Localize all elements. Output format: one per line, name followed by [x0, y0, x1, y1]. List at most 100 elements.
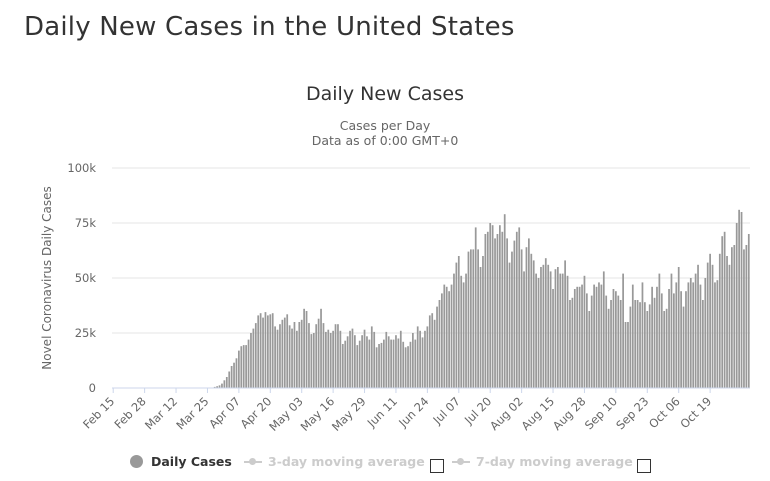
bar[interactable]	[697, 264, 699, 388]
bar[interactable]	[356, 345, 359, 388]
bar[interactable]	[578, 286, 581, 388]
bar[interactable]	[573, 289, 576, 388]
bar[interactable]	[537, 278, 540, 388]
bar[interactable]	[339, 330, 342, 388]
bar[interactable]	[310, 334, 313, 388]
bar[interactable]	[416, 326, 419, 388]
bar[interactable]	[627, 322, 629, 388]
bar[interactable]	[320, 308, 322, 388]
bar[interactable]	[663, 311, 666, 388]
bar[interactable]	[499, 225, 501, 388]
bar[interactable]	[349, 330, 351, 388]
bar[interactable]	[706, 262, 709, 388]
bar[interactable]	[467, 251, 470, 388]
bar[interactable]	[373, 331, 376, 388]
bar[interactable]	[615, 291, 617, 388]
bar[interactable]	[571, 297, 574, 388]
bar[interactable]	[728, 264, 731, 388]
bar[interactable]	[397, 338, 400, 389]
bar[interactable]	[619, 300, 622, 388]
bar[interactable]	[612, 289, 615, 388]
bar[interactable]	[300, 319, 303, 388]
bar[interactable]	[383, 339, 385, 388]
bar[interactable]	[523, 271, 525, 388]
bar[interactable]	[586, 293, 588, 388]
bar[interactable]	[740, 212, 743, 388]
bar[interactable]	[453, 273, 455, 388]
bar[interactable]	[559, 273, 562, 388]
bar[interactable]	[460, 275, 463, 388]
7-day-average-checkbox[interactable]	[637, 459, 651, 473]
bar[interactable]	[438, 300, 441, 388]
bar[interactable]	[566, 275, 569, 388]
bar[interactable]	[673, 293, 675, 388]
bar[interactable]	[409, 341, 412, 388]
legend-item-daily-cases[interactable]: Daily Cases	[130, 454, 232, 469]
bar[interactable]	[267, 315, 269, 388]
bar[interactable]	[711, 264, 714, 388]
bar[interactable]	[723, 231, 726, 388]
bar[interactable]	[682, 306, 685, 388]
bar[interactable]	[221, 383, 223, 388]
bar[interactable]	[501, 231, 504, 388]
bar[interactable]	[431, 313, 434, 388]
bar[interactable]	[629, 306, 632, 388]
bar[interactable]	[658, 273, 661, 388]
bar[interactable]	[704, 278, 707, 388]
bar[interactable]	[298, 322, 301, 388]
bar[interactable]	[588, 311, 591, 388]
bar[interactable]	[296, 330, 298, 388]
bar[interactable]	[428, 315, 431, 388]
bar[interactable]	[525, 247, 528, 388]
bar[interactable]	[747, 234, 750, 388]
bar[interactable]	[479, 267, 482, 388]
bar[interactable]	[687, 282, 690, 388]
bar[interactable]	[617, 295, 620, 388]
bar[interactable]	[561, 273, 564, 388]
bar[interactable]	[419, 330, 421, 388]
bar[interactable]	[544, 258, 547, 388]
bar[interactable]	[569, 300, 571, 388]
bar[interactable]	[228, 371, 231, 389]
bar[interactable]	[368, 339, 371, 388]
bar[interactable]	[656, 286, 658, 388]
bar[interactable]	[404, 347, 407, 388]
bar[interactable]	[462, 282, 465, 388]
bar[interactable]	[238, 350, 240, 388]
bar[interactable]	[223, 380, 226, 388]
bar[interactable]	[644, 302, 646, 388]
bar[interactable]	[576, 286, 579, 388]
bar[interactable]	[213, 386, 216, 388]
bar[interactable]	[668, 289, 670, 388]
bar[interactable]	[281, 319, 284, 388]
bar[interactable]	[709, 253, 711, 388]
bar[interactable]	[665, 308, 668, 388]
bar[interactable]	[743, 249, 745, 388]
bar[interactable]	[738, 209, 740, 388]
bar[interactable]	[714, 282, 716, 388]
bar[interactable]	[407, 346, 409, 388]
bar[interactable]	[279, 324, 281, 388]
bar[interactable]	[276, 329, 279, 388]
bar[interactable]	[291, 328, 293, 388]
bar[interactable]	[448, 291, 450, 388]
bar[interactable]	[455, 262, 458, 388]
bar[interactable]	[699, 284, 702, 388]
bar[interactable]	[308, 323, 310, 388]
bar[interactable]	[305, 311, 308, 388]
bar[interactable]	[677, 267, 680, 388]
bar[interactable]	[252, 328, 255, 388]
bar[interactable]	[489, 223, 492, 388]
bar[interactable]	[288, 325, 291, 388]
bar[interactable]	[542, 264, 545, 388]
bar[interactable]	[726, 256, 728, 388]
bar[interactable]	[718, 253, 721, 388]
bar[interactable]	[474, 227, 477, 388]
bar[interactable]	[242, 345, 245, 388]
bar[interactable]	[593, 284, 595, 388]
bar[interactable]	[634, 300, 637, 388]
bar[interactable]	[395, 335, 397, 388]
bar[interactable]	[702, 300, 704, 388]
bar[interactable]	[622, 273, 624, 388]
bar[interactable]	[322, 323, 325, 388]
